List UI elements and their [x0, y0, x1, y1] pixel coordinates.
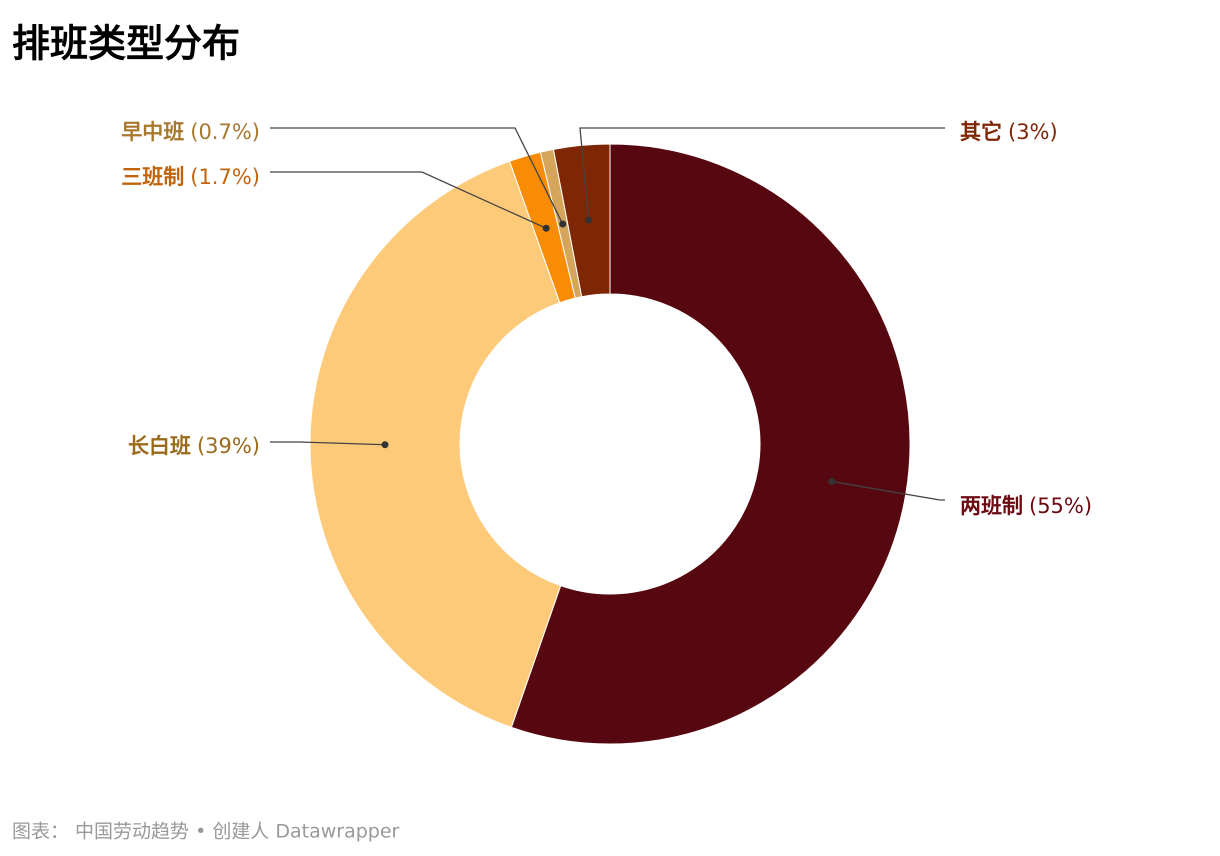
slice-label: 三班制 (1.7%)	[121, 165, 260, 189]
slice-label: 长白班 (39%)	[128, 434, 260, 458]
leader-dot	[585, 216, 593, 224]
label-value: (0.7%)	[190, 120, 260, 144]
label-name: 三班制	[121, 165, 184, 189]
label-name: 长白班	[128, 434, 191, 458]
leader-line	[270, 171, 547, 229]
label-value: (39%)	[197, 434, 260, 458]
leader-line	[579, 127, 945, 221]
label-value: (55%)	[1029, 494, 1092, 518]
label-name: 其它	[960, 120, 1002, 144]
source-note: 图表： 中国劳动趋势 • 创建人 Datawrapper	[12, 821, 400, 843]
leader-dot	[381, 441, 389, 449]
leader-line	[270, 441, 386, 446]
donut-slice	[510, 143, 911, 745]
donut-slice	[309, 160, 562, 728]
slice-label: 两班制 (55%)	[960, 494, 1092, 518]
label-value: (3%)	[1008, 120, 1058, 144]
label-name: 早中班	[121, 120, 184, 144]
leader-line	[270, 127, 564, 225]
leader-dot	[828, 478, 836, 486]
label-name: 两班制	[960, 494, 1023, 518]
slice-label: 早中班 (0.7%)	[121, 120, 260, 144]
label-value: (1.7%)	[190, 165, 260, 189]
leader-dot	[542, 224, 550, 232]
leader-dot	[559, 220, 567, 228]
donut-slice	[552, 143, 611, 298]
chart-title: 排班类型分布	[12, 22, 240, 66]
leader-line	[831, 480, 945, 501]
slice-label: 其它 (3%)	[960, 120, 1058, 144]
